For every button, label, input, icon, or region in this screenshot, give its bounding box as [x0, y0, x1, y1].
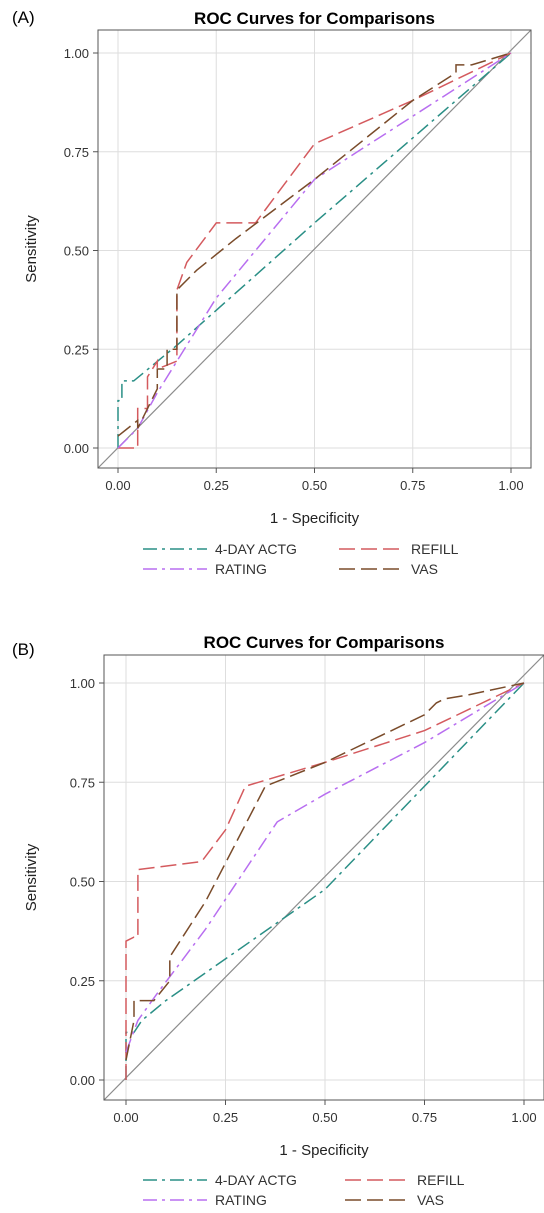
reference-diagonal-line: [103, 654, 544, 1101]
reference-diagonal-line: [97, 29, 532, 469]
y-axis-label: Sensitivity: [23, 215, 40, 283]
x-tick-label: 0.00: [105, 478, 130, 493]
y-axis-label: Sensitivity: [23, 843, 40, 911]
x-tick-label: 1.00: [511, 1110, 536, 1125]
legend-label: RATING: [215, 1192, 267, 1208]
roc-panel-a: (A) ROC Curves for Comparisons 0.00 0.00 0.…: [0, 0, 544, 590]
series-line-refill: [125, 682, 525, 1080]
x-tick-label: 0.00: [113, 1110, 138, 1125]
x-tick-label: 0.50: [312, 1110, 337, 1125]
x-tick-label: 0.25: [204, 478, 229, 493]
y-tick-label: 0.00: [70, 1073, 95, 1088]
chart-title: ROC Curves for Comparisons: [194, 9, 435, 28]
y-tick-label: 0.25: [64, 342, 89, 357]
series-line-4-day-actg: [117, 52, 512, 448]
legend-label: VAS: [411, 561, 438, 577]
legend-label: 4-DAY ACTG: [215, 1172, 297, 1188]
roc-panel-b: (B) ROC Curves for Comparisons 0.00 0.00 0.…: [0, 600, 544, 1213]
y-tick-label: 0.75: [70, 775, 95, 790]
series-line-rating: [125, 682, 525, 1053]
panel-label: (A): [12, 8, 35, 27]
legend-label: RATING: [215, 561, 267, 577]
x-axis-label: 1 - Specificity: [279, 1142, 369, 1159]
x-tick-label: 0.75: [400, 478, 425, 493]
x-tick-label: 1.00: [498, 478, 523, 493]
y-tick-label: 0.75: [64, 145, 89, 160]
y-tick-label: 1.00: [70, 676, 95, 691]
legend-label: 4-DAY ACTG: [215, 541, 297, 557]
y-tick-label: 0.25: [70, 974, 95, 989]
panel-label: (B): [12, 640, 35, 659]
x-tick-label: 0.25: [213, 1110, 238, 1125]
x-tick-label: 0.75: [412, 1110, 437, 1125]
x-axis-label: 1 - Specificity: [270, 510, 360, 527]
series-line-vas: [117, 52, 512, 437]
x-tick-label: 0.50: [302, 478, 327, 493]
y-tick-label: 0.50: [70, 875, 95, 890]
chart-title: ROC Curves for Comparisons: [204, 633, 445, 652]
y-tick-label: 0.00: [64, 441, 89, 456]
roc-chart-b: ROC Curves for Comparisons 0.00 0.00 0.25 0.…: [23, 633, 544, 1208]
legend-label: REFILL: [417, 1172, 465, 1188]
roc-chart-a: ROC Curves for Comparisons 0.00 0.00 0.25 0.…: [23, 9, 532, 577]
y-tick-label: 1.00: [64, 46, 89, 61]
series-line-refill: [118, 52, 512, 449]
legend-label: VAS: [417, 1192, 444, 1208]
y-tick-label: 0.50: [64, 244, 89, 259]
legend-label: REFILL: [411, 541, 459, 557]
plot-frame: [103, 654, 544, 1101]
